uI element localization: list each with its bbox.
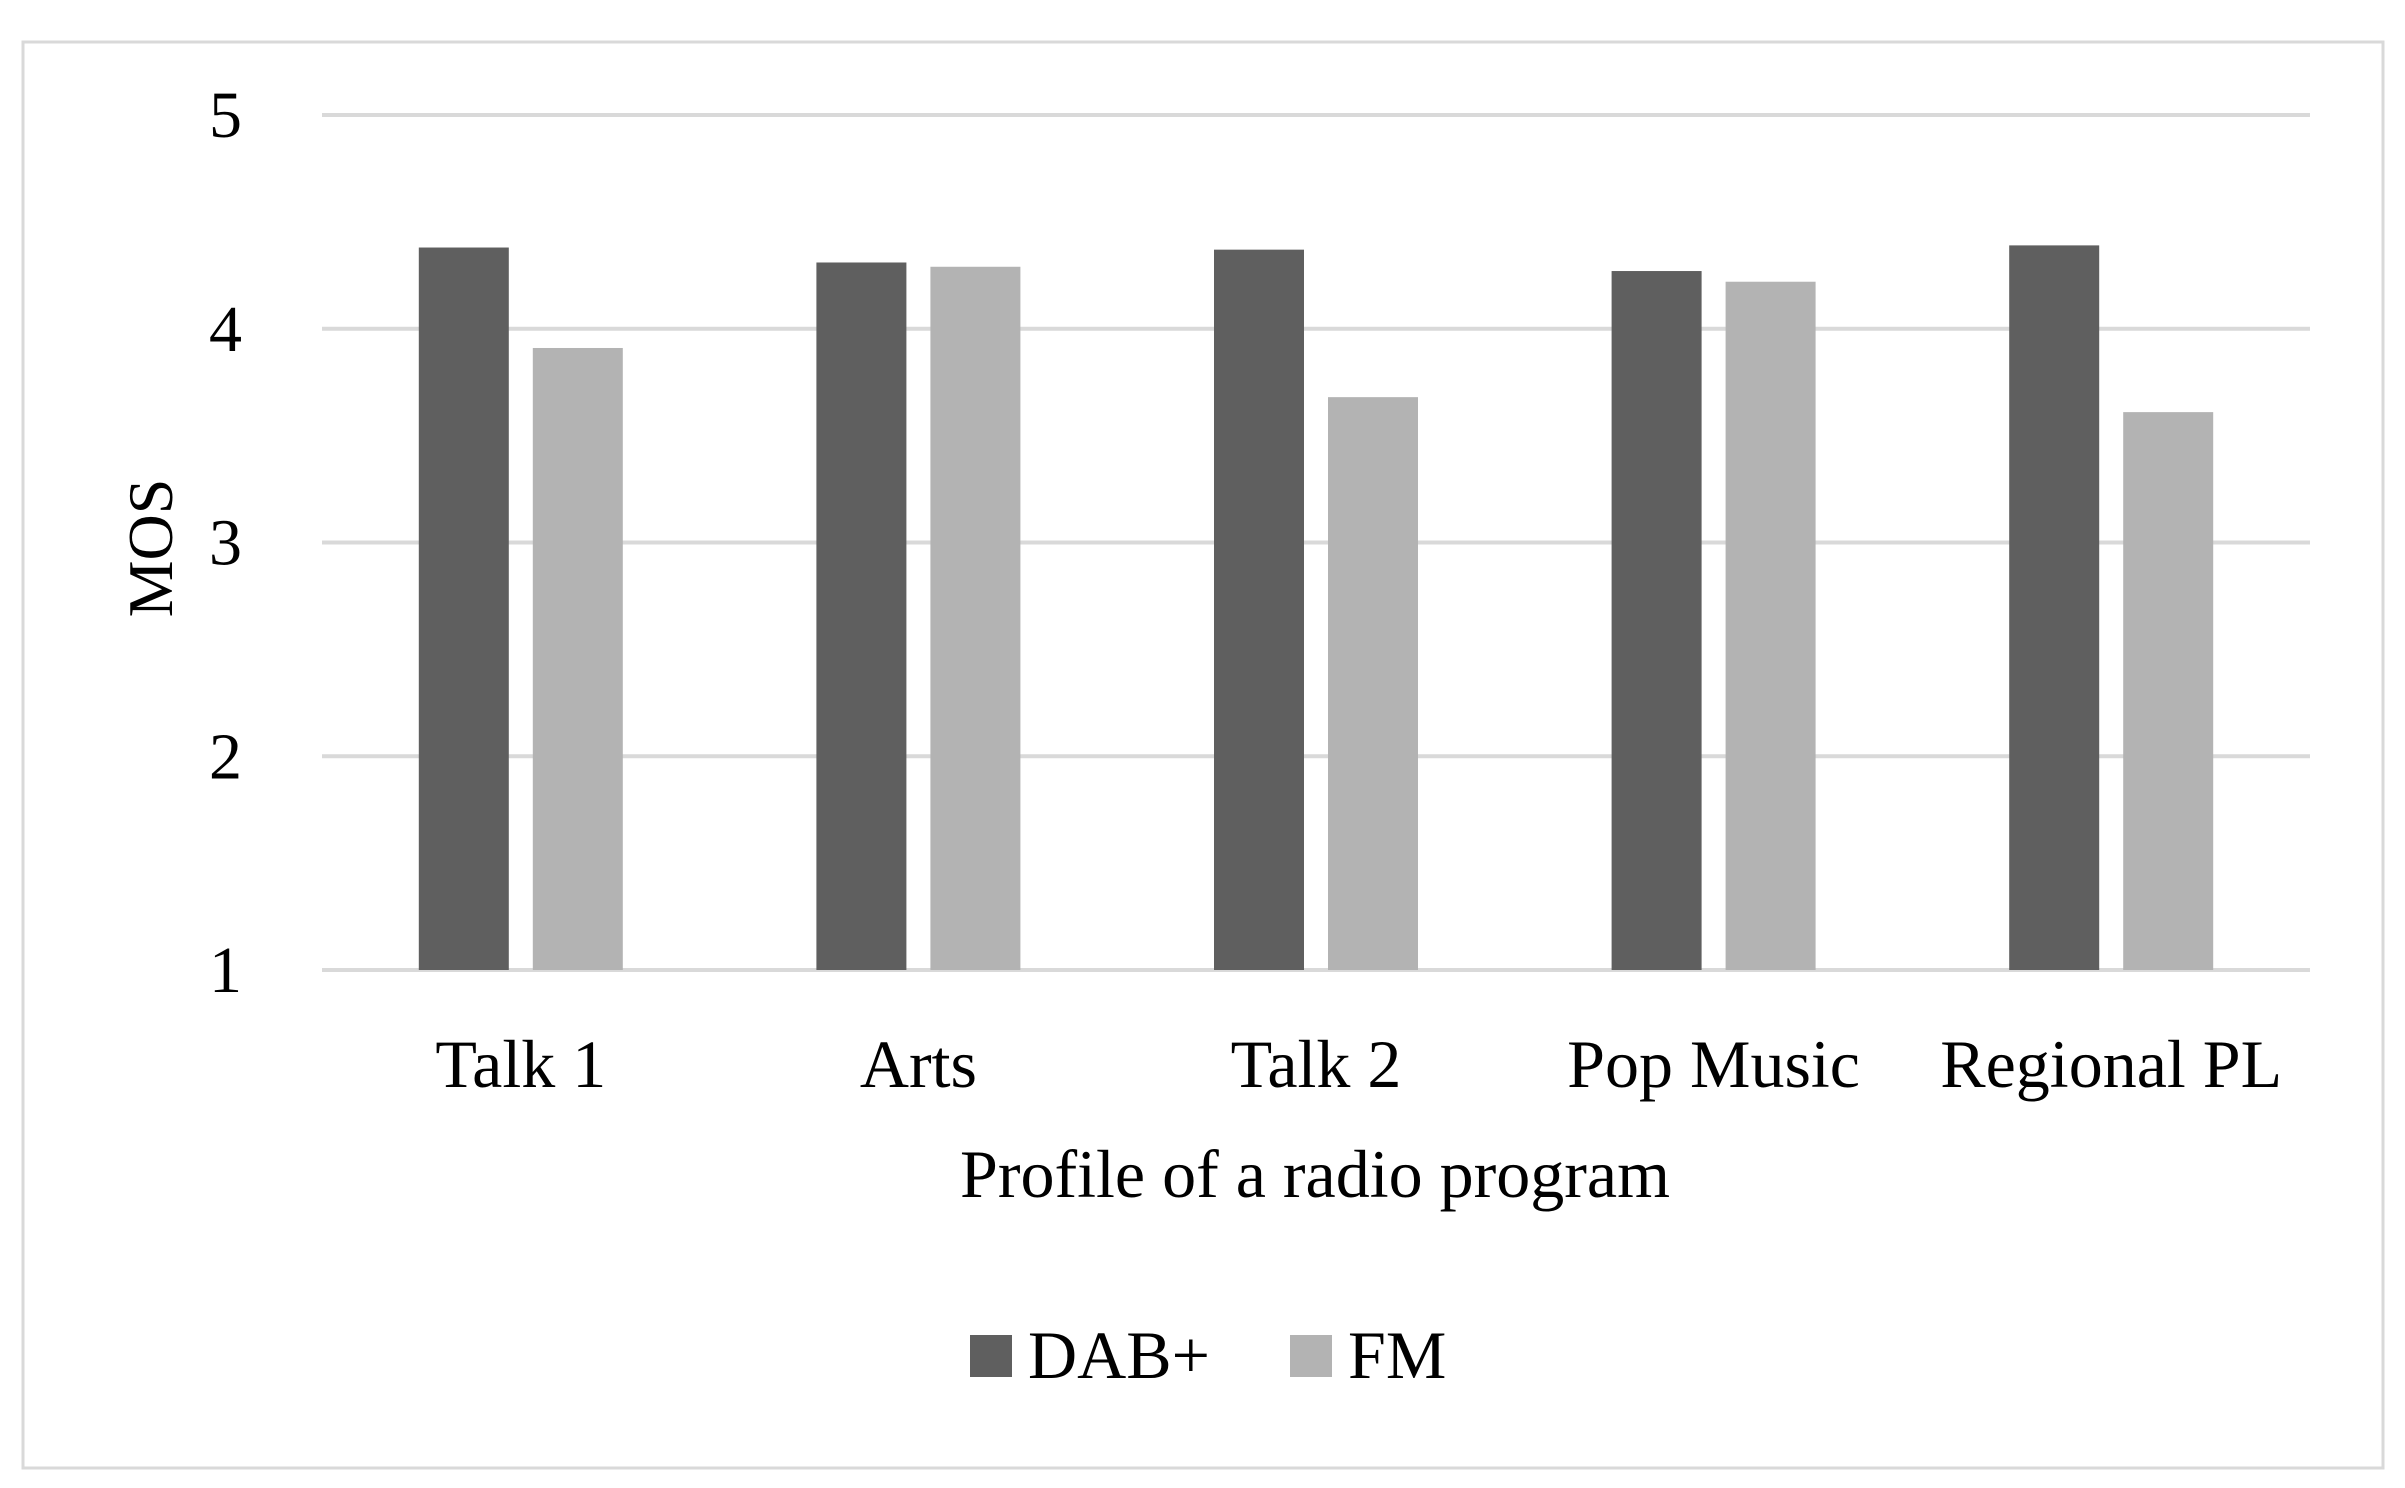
legend-label: FM xyxy=(1348,1317,1446,1393)
bar-dab-talk-2 xyxy=(1214,249,1304,971)
legend-swatch xyxy=(970,1335,1012,1377)
bar-dab-talk-1 xyxy=(418,247,509,970)
y-tick-label: 3 xyxy=(209,507,242,580)
y-tick-label: 5 xyxy=(209,79,242,152)
bar-fm-talk-1 xyxy=(532,347,623,970)
x-tick-label: Arts xyxy=(860,1026,977,1102)
x-tick-label: Pop Music xyxy=(1567,1026,1860,1102)
bar-fm-talk-2 xyxy=(1328,397,1418,970)
x-tick-label: Talk 2 xyxy=(1231,1026,1402,1102)
bar-fm-pop-music xyxy=(1725,281,1816,971)
gridlines xyxy=(322,113,2310,972)
x-tick-label: Talk 1 xyxy=(435,1026,606,1102)
legend: DAB+ FM xyxy=(970,1317,1446,1393)
x-tick-label: Regional PL xyxy=(1940,1026,2282,1102)
x-axis-label: Profile of a radio program xyxy=(960,1136,1670,1212)
bar-fm-regional-pl xyxy=(2123,412,2214,970)
y-axis-label: MOS xyxy=(115,479,186,618)
x-tick-labels: Talk 1 Arts Talk 2 Pop Music Regional PL xyxy=(435,1026,2282,1102)
legend-label: DAB+ xyxy=(1028,1317,1210,1393)
bar-dab-arts xyxy=(816,262,907,970)
y-tick-label: 1 xyxy=(209,934,242,1007)
bar-dab-pop-music xyxy=(1611,271,1702,971)
bar-fm-arts xyxy=(930,266,1021,970)
y-tick-labels: 1 2 3 4 5 xyxy=(209,79,242,1007)
y-tick-label: 2 xyxy=(209,720,242,793)
bar-dab-regional-pl xyxy=(2009,245,2100,970)
legend-swatch xyxy=(1290,1335,1332,1377)
bars xyxy=(418,245,2214,971)
y-tick-label: 4 xyxy=(209,293,242,366)
